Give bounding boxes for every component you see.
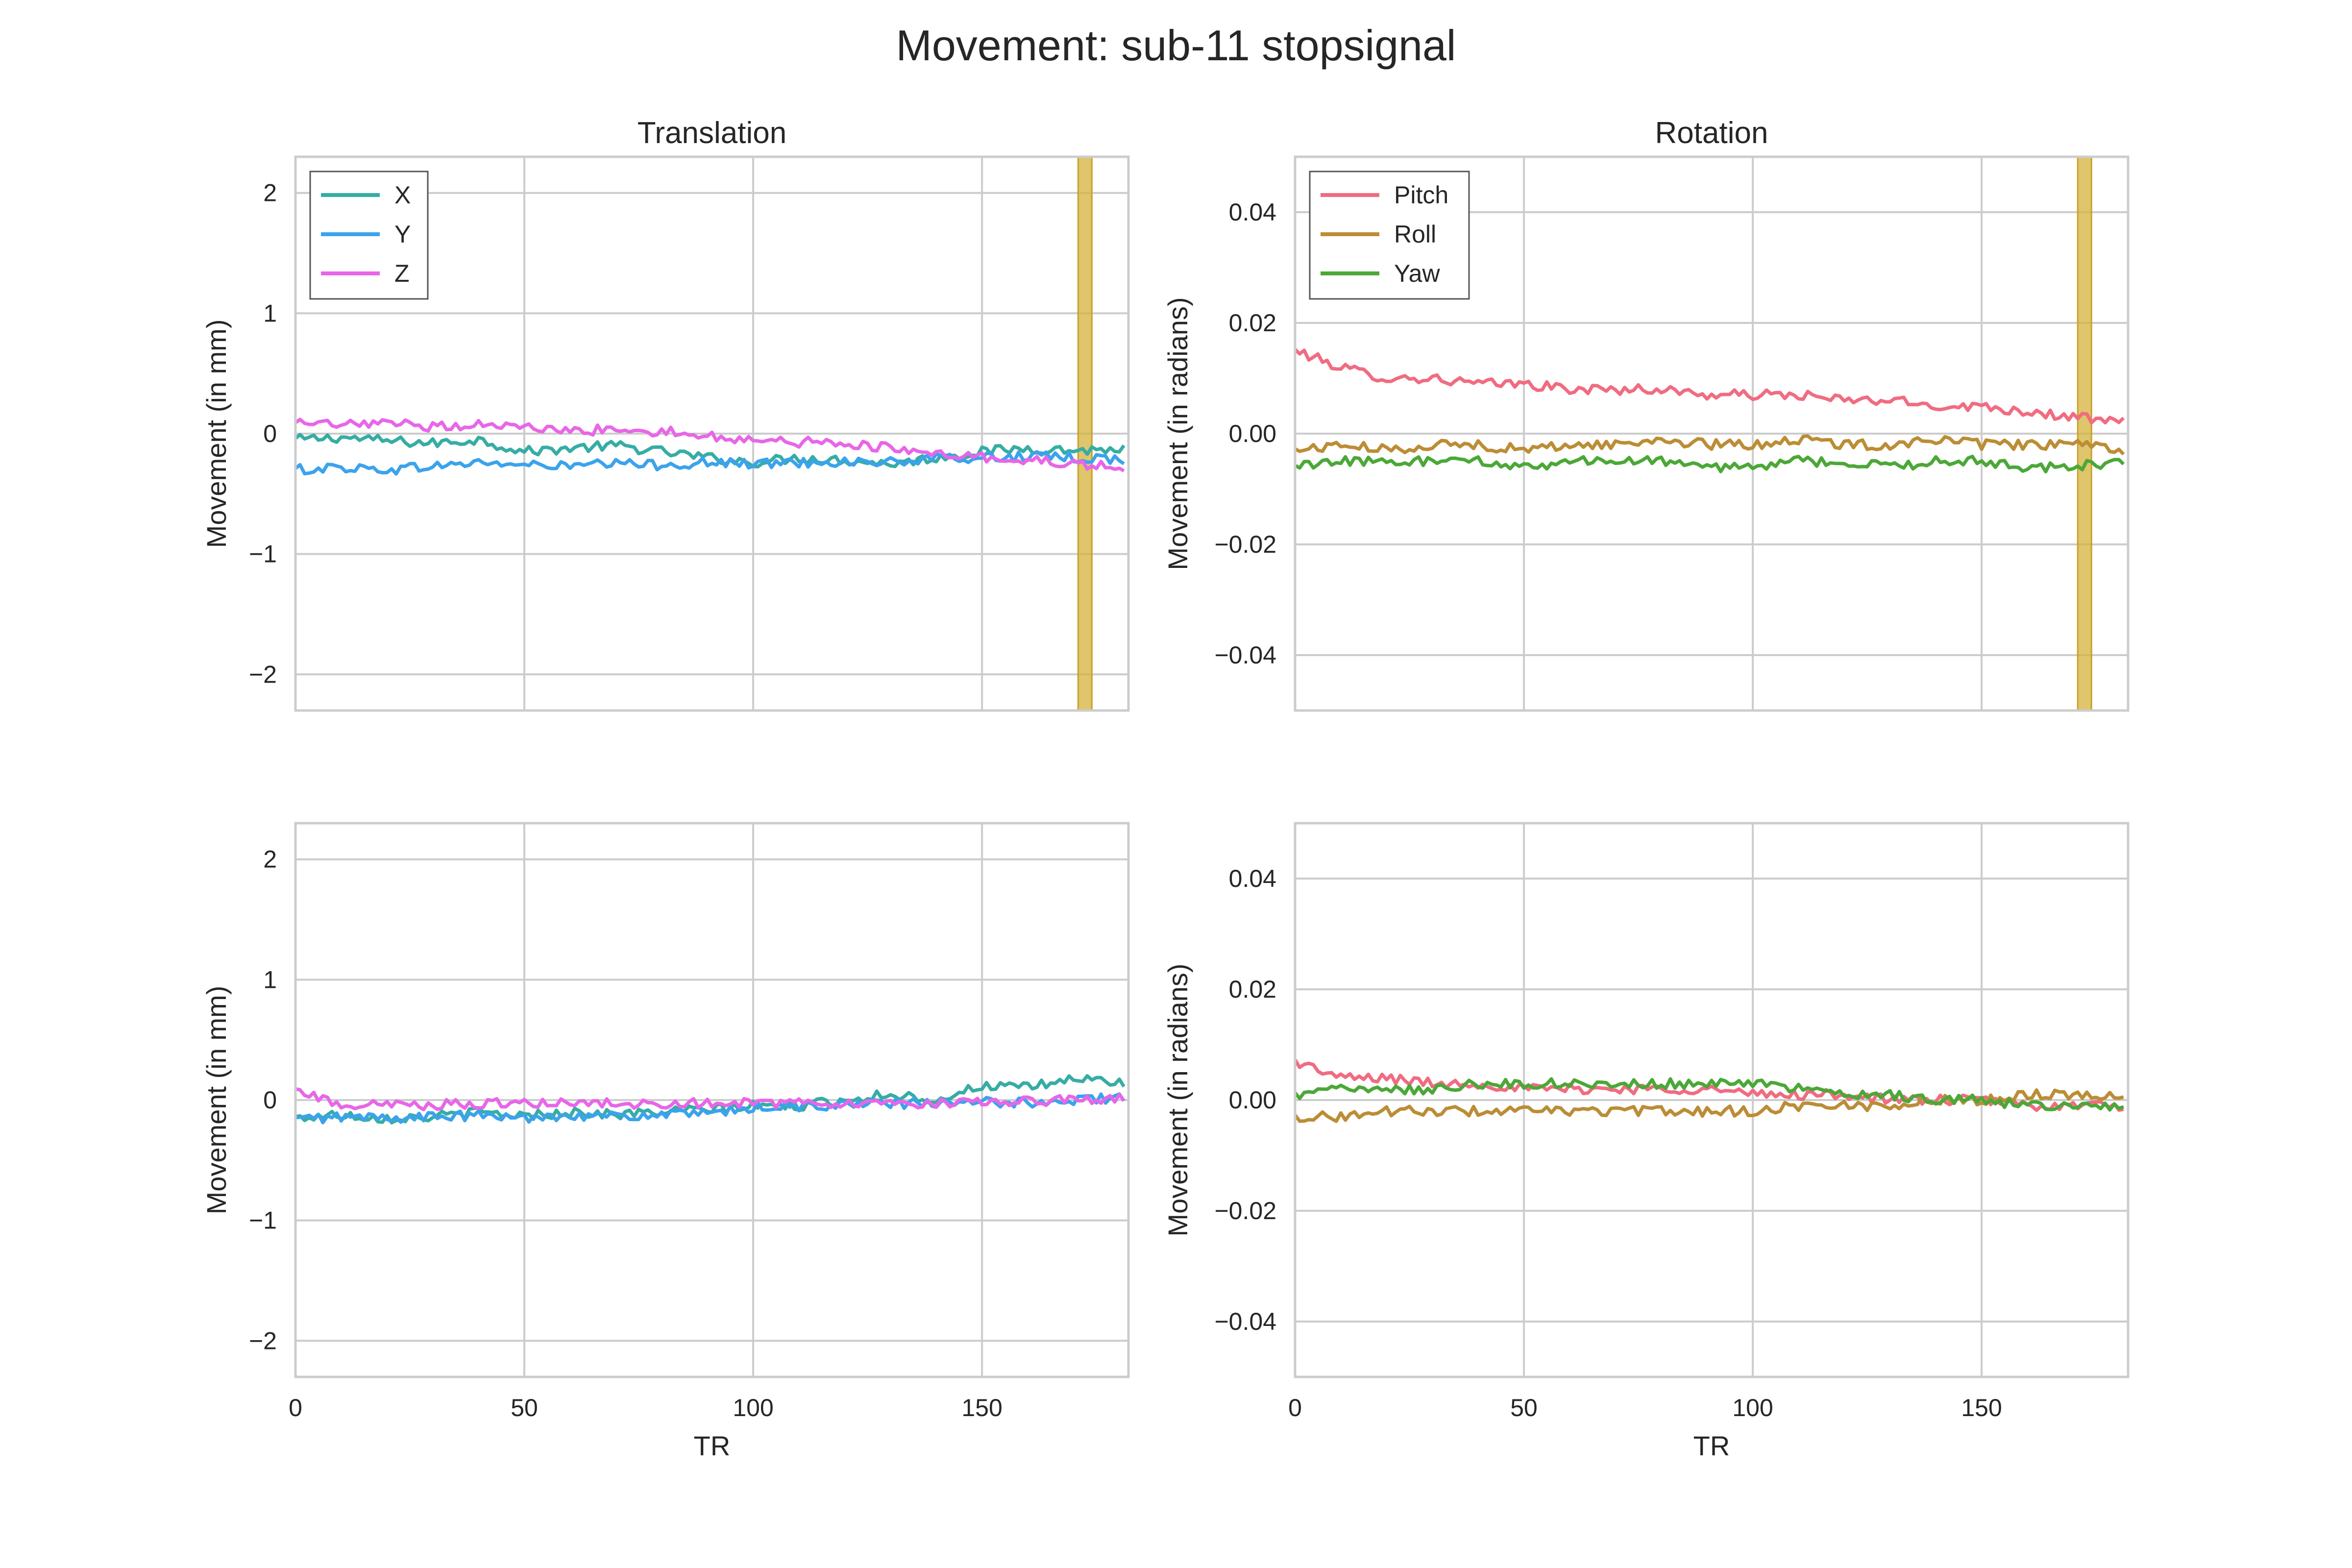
x-tick-label: 50	[1510, 1394, 1538, 1421]
y-axis-label: Movement (in mm)	[201, 986, 232, 1215]
y-tick-label: −2	[249, 1327, 277, 1354]
y-tick-label: −0.04	[1214, 1308, 1276, 1335]
x-tick-label: 100	[1732, 1394, 1773, 1421]
plot-frame	[294, 822, 1130, 1378]
x-tick-label: 100	[733, 1394, 773, 1421]
x-axis-label: TR	[694, 1430, 731, 1461]
y-tick-label: 0.02	[1229, 309, 1276, 337]
x-tick-label: 150	[961, 1394, 1002, 1421]
y-tick-label: 0	[263, 1086, 277, 1114]
y-tick-label: 0.04	[1229, 198, 1276, 226]
panel-title: Translation	[637, 116, 786, 150]
series-group	[1295, 1058, 2124, 1123]
y-tick-label: 2	[263, 846, 277, 873]
plot-frame	[1294, 155, 2130, 712]
plot-frame	[1294, 822, 2130, 1378]
y-tick-label: 1	[263, 966, 277, 993]
series-line-roll	[1295, 434, 2125, 456]
panel-bottom-right: −0.04 −0.02 0.00 0.02 0.04 0 50 100 150 TR Movemen…	[1162, 822, 2130, 1461]
outlier-highlight	[1077, 156, 1093, 711]
legend-label-pitch: Pitch	[1394, 181, 1448, 209]
legend: Pitch Roll Yaw	[1309, 171, 1470, 300]
series-group	[295, 417, 1126, 476]
panel-bottom-left: −2 −1 0 1 2 0 50 100 150 TR Movement (in mm)	[201, 822, 1130, 1461]
outlier-highlight	[2077, 156, 2092, 711]
y-tick-label: 0.04	[1229, 865, 1276, 892]
y-tick-label: −2	[249, 661, 277, 688]
series-line-y	[295, 450, 1125, 476]
y-tick-label: 0	[263, 420, 277, 447]
y-tick-label: 0.00	[1229, 1086, 1276, 1114]
series-group	[295, 1074, 1126, 1125]
series-group	[1295, 348, 2125, 474]
legend: XYZ	[309, 171, 429, 300]
y-axis-label: Movement (in radians)	[1162, 297, 1193, 570]
series-line-yaw	[1295, 1077, 2124, 1112]
series-line-yaw	[1295, 455, 2125, 474]
y-tick-label: 0.00	[1229, 420, 1276, 447]
series-line-y	[295, 1092, 1126, 1125]
series-line-z	[295, 417, 1125, 472]
panel-title: Rotation	[1655, 116, 1768, 150]
y-tick-label: −0.02	[1214, 1197, 1276, 1225]
x-tick-label: 0	[289, 1394, 302, 1421]
y-tick-label: −1	[249, 540, 277, 568]
panel-top-left: −2 −1 0 1 2 Translation Movement (in mm) XYZ	[201, 116, 1130, 712]
series-line-z	[295, 1087, 1126, 1111]
series-line-pitch	[1295, 348, 2125, 425]
x-tick-label: 150	[1961, 1394, 2002, 1421]
panel-top-right: −0.04 −0.02 0.00 0.02 0.04 Rotation Movement (…	[1162, 116, 2130, 712]
legend-label-y: Y	[394, 220, 411, 248]
y-tick-label: 1	[263, 299, 277, 327]
y-tick-label: 0.02	[1229, 976, 1276, 1003]
x-tick-label: 0	[1288, 1394, 1302, 1421]
series-line-x	[295, 433, 1126, 469]
legend-label-yaw: Yaw	[1394, 260, 1440, 287]
y-tick-label: 2	[263, 179, 277, 207]
legend-label-z: Z	[394, 260, 410, 287]
y-axis-label: Movement (in mm)	[201, 319, 232, 548]
y-axis-label: Movement (in radians)	[1162, 963, 1193, 1236]
legend-label-x: X	[394, 181, 411, 209]
plot-frame	[294, 155, 1130, 712]
legend-label-roll: Roll	[1394, 220, 1436, 248]
main-title: Movement: sub-11 stopsignal	[896, 21, 1456, 70]
x-tick-label: 50	[511, 1394, 538, 1421]
y-tick-label: −0.04	[1214, 641, 1276, 669]
series-line-pitch	[1295, 1058, 2124, 1112]
y-tick-label: −0.02	[1214, 531, 1276, 558]
y-tick-label: −1	[249, 1207, 277, 1234]
x-axis-label: TR	[1693, 1430, 1730, 1461]
